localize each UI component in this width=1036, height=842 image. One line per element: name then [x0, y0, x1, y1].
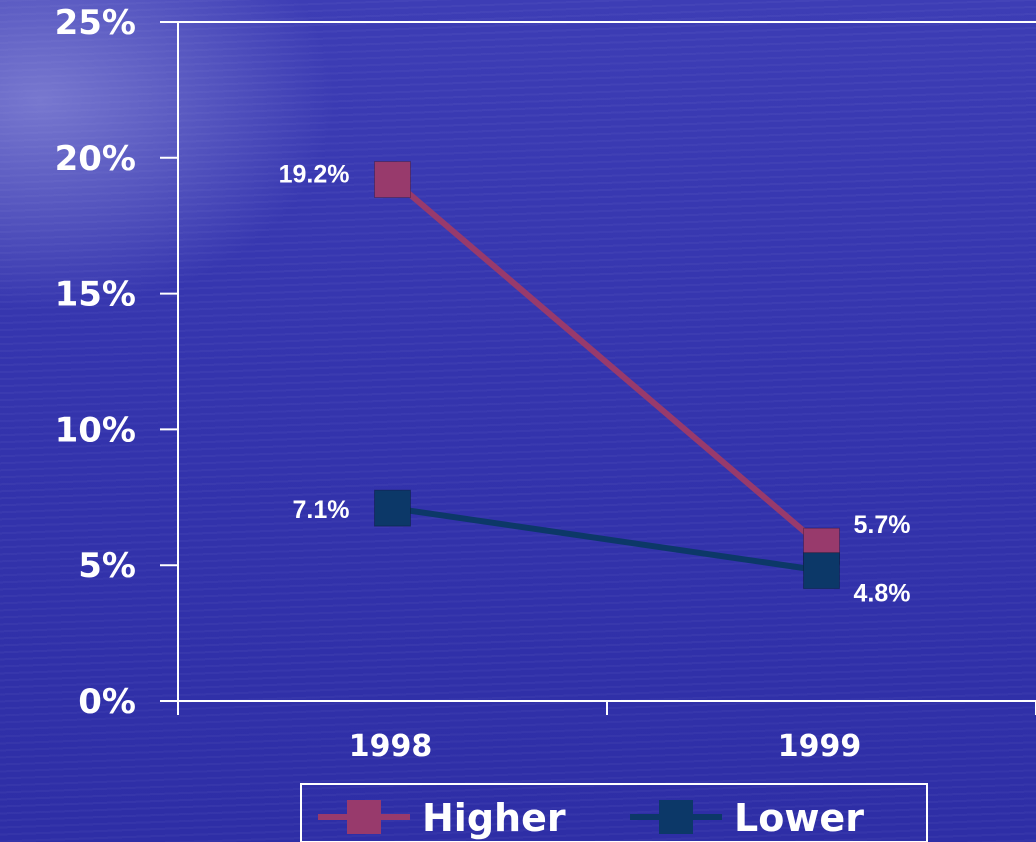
- y-tick-label: 25%: [55, 3, 136, 43]
- legend-swatch-marker-lower: [659, 800, 693, 834]
- legend-swatch-marker-higher: [347, 800, 381, 834]
- y-tick-label: 10%: [55, 410, 136, 450]
- series-line-higher: [390, 177, 824, 549]
- series-line-lower: [392, 505, 822, 574]
- data-label: 7.1%: [293, 496, 350, 524]
- data-point-lower: [803, 552, 840, 590]
- y-tick-label: 5%: [78, 546, 136, 586]
- data-label: 5.7%: [854, 511, 911, 539]
- data-point-higher: [374, 161, 411, 199]
- legend-label-higher: Higher: [422, 796, 566, 840]
- data-point-lower: [374, 489, 411, 527]
- y-tick-label: 0%: [78, 682, 136, 722]
- x-tick-label: 1998: [349, 729, 433, 764]
- x-tick-label: 1999: [778, 729, 862, 764]
- y-tick-label: 20%: [55, 139, 136, 179]
- legend-box: [300, 783, 928, 842]
- y-tick-label: 15%: [55, 275, 136, 315]
- legend-label-lower: Lower: [734, 796, 864, 840]
- data-label: 19.2%: [279, 161, 350, 189]
- data-label: 4.8%: [854, 580, 911, 608]
